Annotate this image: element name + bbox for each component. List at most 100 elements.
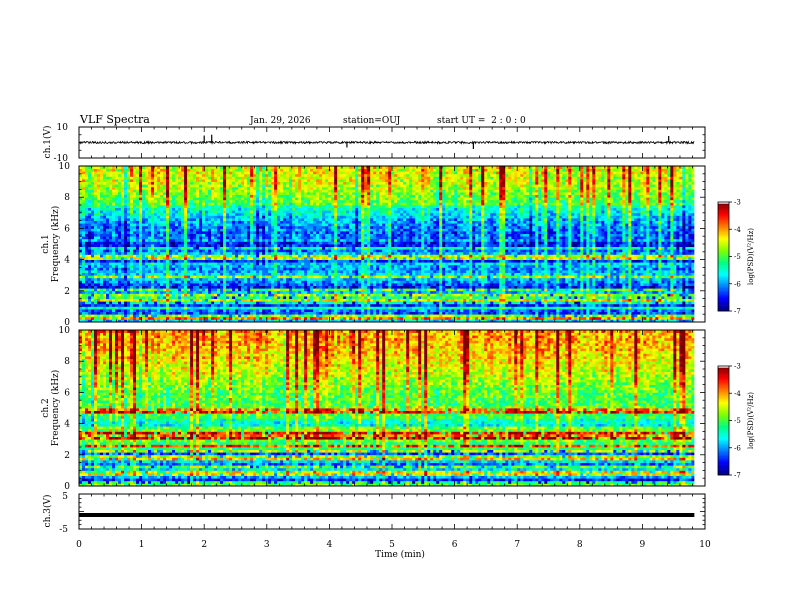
spectrogram-cell xyxy=(262,309,266,312)
spectrogram-cell xyxy=(268,236,272,240)
spectrogram-cell xyxy=(253,225,257,229)
spectrogram-cell xyxy=(232,251,236,255)
spectrogram-cell xyxy=(172,311,176,315)
spectrogram-cell xyxy=(136,259,140,263)
spectrogram-cell xyxy=(112,303,116,307)
spectrogram-cell xyxy=(229,202,233,206)
spectrogram-cell xyxy=(268,262,272,266)
spectrogram-cell xyxy=(235,220,239,224)
spectrogram-cell xyxy=(241,166,245,169)
spectrogram-cell xyxy=(223,184,227,188)
spectrogram-cell xyxy=(214,309,218,312)
spectrogram-cell xyxy=(250,197,254,201)
spectrogram-cell xyxy=(181,267,185,271)
spectrogram-cell xyxy=(103,244,107,247)
spectrogram-cell xyxy=(142,259,146,263)
spectrogram-cell xyxy=(241,262,245,266)
spectrogram-cell xyxy=(313,314,317,318)
spectrogram-cell xyxy=(205,314,209,318)
spectrogram-cell xyxy=(247,210,251,214)
spectrogram-cell xyxy=(199,311,203,315)
spectrogram-cell xyxy=(166,311,170,315)
spectrogram-cell xyxy=(247,275,251,279)
spectrogram-cell xyxy=(274,288,278,292)
spectrogram-cell xyxy=(118,244,122,247)
spectrogram-cell xyxy=(319,270,323,273)
spectrogram-cell xyxy=(178,212,182,216)
spectrogram-cell xyxy=(235,283,239,286)
spectrogram-cell xyxy=(127,280,131,284)
spectrogram-cell xyxy=(280,168,284,172)
spectrogram-cell xyxy=(154,296,158,299)
spectrogram-cell xyxy=(316,254,320,258)
spectrogram-cell xyxy=(259,246,263,250)
spectrogram-cell xyxy=(292,199,296,203)
spectrogram-cell xyxy=(190,179,194,182)
spectrogram-cell xyxy=(151,218,155,221)
spectrogram-cell xyxy=(157,238,161,242)
spectrogram-cell xyxy=(298,176,302,180)
spectrogram-cell xyxy=(208,215,212,219)
spectrogram-cell xyxy=(301,272,305,276)
spectrogram-cell xyxy=(280,257,284,260)
spectrogram-cell xyxy=(259,184,263,188)
spectrogram-cell xyxy=(268,171,272,175)
spectrogram-cell xyxy=(280,254,284,258)
spectrogram-cell xyxy=(100,309,104,312)
spectrogram-cell xyxy=(181,207,185,211)
spectrogram-cell xyxy=(85,280,89,284)
spectrogram-cell xyxy=(145,192,149,195)
spectrogram-cell xyxy=(214,238,218,242)
spectrogram-cell xyxy=(100,277,104,281)
spectrogram-cell xyxy=(145,264,149,268)
spectrogram-cell xyxy=(241,225,245,229)
spectrogram-cell xyxy=(157,275,161,279)
spectrogram-cell xyxy=(112,186,116,190)
spectrogram-cell xyxy=(214,280,218,284)
spectrogram-cell xyxy=(235,277,239,281)
spectrogram-cell xyxy=(130,184,134,188)
spectrogram-cell xyxy=(97,249,101,253)
spectrogram-cell xyxy=(181,301,185,305)
spectrogram-cell xyxy=(100,199,104,203)
spectrogram-cell xyxy=(199,184,203,188)
spectrogram-cell xyxy=(262,181,266,185)
spectrogram-cell xyxy=(166,267,170,271)
spectrogram-cell xyxy=(244,231,248,234)
spectrogram-cell xyxy=(259,225,263,229)
spectrogram-cell xyxy=(91,184,95,188)
spectrogram-cell xyxy=(304,231,308,234)
spectrogram-cell xyxy=(301,171,305,175)
spectrogram-cell xyxy=(124,171,128,175)
spectrogram-cell xyxy=(256,298,260,302)
spectrogram-cell xyxy=(109,220,113,224)
spectrogram-cell xyxy=(226,259,230,263)
spectrogram-cell xyxy=(154,298,158,302)
spectrogram-cell xyxy=(85,288,89,292)
spectrogram-cell xyxy=(208,238,212,242)
spectrogram-cell xyxy=(136,220,140,224)
spectrogram-cell xyxy=(184,192,188,195)
spectrogram-cell xyxy=(268,199,272,203)
spectrogram-cell xyxy=(247,254,251,258)
spectrogram-cell xyxy=(121,215,125,219)
spectrogram-cell xyxy=(238,233,242,237)
spectrogram-cell xyxy=(115,212,119,216)
spectrogram-cell xyxy=(154,181,158,185)
spectrogram-cell xyxy=(94,192,98,195)
spectrogram-cell xyxy=(112,301,116,305)
spectrogram-cell xyxy=(199,290,203,294)
spectrogram-cell xyxy=(247,186,251,190)
spectrogram-cell xyxy=(295,194,299,198)
spectrogram-cell xyxy=(271,210,275,214)
spectrogram-cell xyxy=(175,267,179,271)
spectrogram-cell xyxy=(175,270,179,273)
spectrogram-cell xyxy=(244,241,248,245)
spectrogram-cell xyxy=(91,277,95,281)
spectrogram-cell xyxy=(292,270,296,273)
spectrogram-cell xyxy=(166,319,170,323)
spectrogram-cell xyxy=(85,244,89,247)
spectrogram-cell xyxy=(91,272,95,276)
spectrogram-cell xyxy=(244,199,248,203)
spectrogram-cell xyxy=(79,236,83,240)
